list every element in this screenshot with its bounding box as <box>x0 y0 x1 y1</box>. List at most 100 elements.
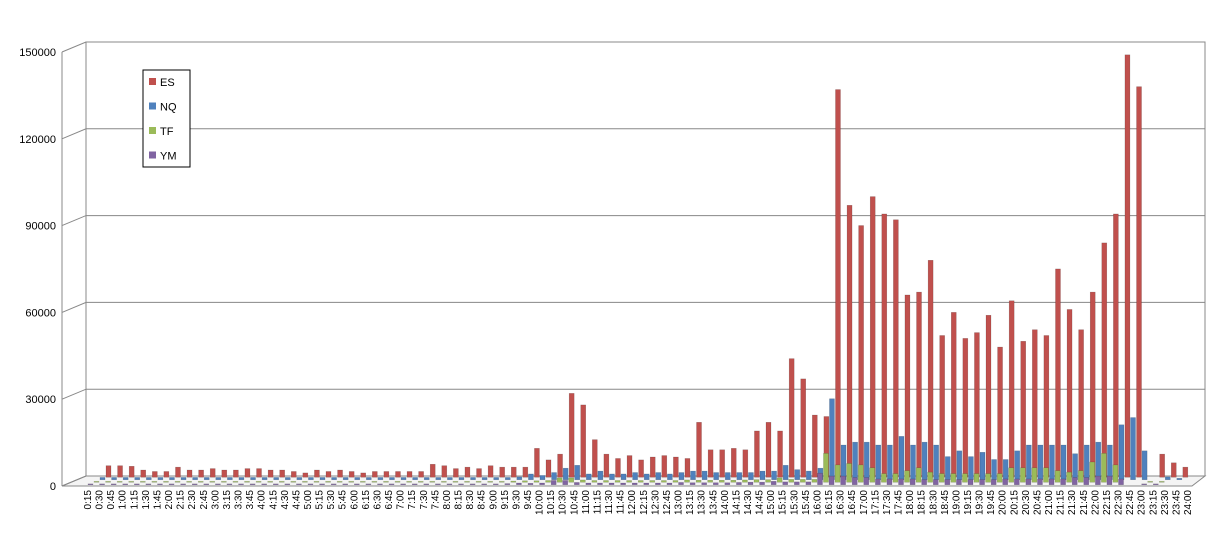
bar <box>603 453 610 478</box>
bar <box>823 453 829 483</box>
bar <box>487 481 493 483</box>
bar <box>215 477 222 480</box>
x-tick-label: 13:45 <box>708 490 719 515</box>
bar <box>319 483 325 485</box>
bar <box>1054 470 1061 483</box>
legend-label: TF <box>160 126 174 138</box>
bar <box>1008 467 1014 483</box>
bar <box>296 477 303 480</box>
bar <box>788 358 795 478</box>
bar <box>1118 424 1125 481</box>
bar <box>689 482 696 486</box>
bar <box>111 477 117 480</box>
bar <box>377 483 383 485</box>
x-tick-label: 6:30 <box>372 490 383 510</box>
bar <box>956 479 962 485</box>
y-tick-label: 150000 <box>19 47 56 59</box>
bar <box>505 477 511 480</box>
grid-line <box>61 215 1205 227</box>
bar <box>522 480 528 483</box>
bar <box>863 477 870 485</box>
bar <box>377 477 384 480</box>
bar <box>469 483 476 485</box>
bar <box>800 378 806 478</box>
x-tick-label: 13:00 <box>674 490 685 515</box>
x-tick-label: 8:00 <box>442 490 453 510</box>
bar <box>511 466 517 478</box>
bar <box>244 468 251 478</box>
bar <box>1078 329 1084 478</box>
y-tick-label: 30000 <box>25 394 56 406</box>
x-tick-label: 18:45 <box>940 490 951 515</box>
bar <box>337 469 343 478</box>
bar <box>1159 453 1165 478</box>
bar <box>1141 450 1148 481</box>
bar <box>87 483 94 485</box>
x-tick-label: 13:15 <box>685 490 696 515</box>
x-tick-label: 23:15 <box>1148 490 1159 515</box>
x-tick-label: 6:15 <box>361 490 372 510</box>
bar <box>273 477 279 480</box>
bar <box>215 483 221 485</box>
bar <box>168 483 175 485</box>
bar <box>1159 481 1165 483</box>
bar <box>539 482 545 486</box>
legend-label: NQ <box>160 102 177 114</box>
bar <box>1037 444 1044 480</box>
bar <box>1066 309 1073 478</box>
x-tick-label: 18:15 <box>917 490 928 515</box>
bar <box>146 477 152 480</box>
bar <box>812 414 818 478</box>
x-tick-label: 12:45 <box>662 490 673 515</box>
bar <box>846 463 852 483</box>
bar <box>753 479 760 483</box>
bar <box>372 471 378 478</box>
bar <box>620 482 626 486</box>
bar <box>238 483 244 485</box>
bar <box>1141 483 1147 485</box>
bar <box>1106 475 1113 486</box>
x-tick-label: 11:15 <box>592 490 603 515</box>
bar <box>742 479 748 483</box>
x-tick-label: 18:00 <box>905 490 916 515</box>
bar <box>713 472 719 480</box>
bar <box>1089 461 1096 483</box>
bar <box>1014 450 1020 481</box>
bar <box>817 472 823 485</box>
bar <box>869 196 876 478</box>
bar <box>950 473 957 483</box>
x-tick-label: 19:15 <box>963 490 974 515</box>
bar <box>435 483 441 485</box>
bar <box>128 481 134 483</box>
bar <box>331 477 337 480</box>
bar <box>996 473 1003 483</box>
bar <box>973 473 980 483</box>
bar <box>1165 476 1171 480</box>
x-tick-label: 7:00 <box>396 490 407 510</box>
bar <box>754 430 760 478</box>
bar <box>881 473 887 483</box>
bar <box>985 314 992 478</box>
bar <box>962 338 969 478</box>
bar <box>423 477 430 480</box>
bar <box>203 483 210 485</box>
x-tick-label: 15:00 <box>766 490 777 515</box>
x-tick-label: 19:45 <box>986 490 997 515</box>
bar <box>898 478 904 486</box>
bar <box>550 480 557 486</box>
bar <box>707 449 714 478</box>
bar <box>1055 268 1061 478</box>
bar <box>256 468 262 478</box>
legend-swatch <box>149 127 156 134</box>
bar <box>898 436 905 481</box>
x-tick-label: 10:00 <box>535 490 546 515</box>
bar <box>429 463 436 478</box>
bar <box>365 483 372 485</box>
bar <box>1014 478 1020 486</box>
bar <box>400 483 406 485</box>
bar <box>806 470 812 481</box>
x-tick-label: 10:45 <box>569 490 580 515</box>
x-tick-label: 15:30 <box>789 490 800 515</box>
x-tick-label: 20:45 <box>1032 490 1043 515</box>
bar <box>534 448 540 478</box>
